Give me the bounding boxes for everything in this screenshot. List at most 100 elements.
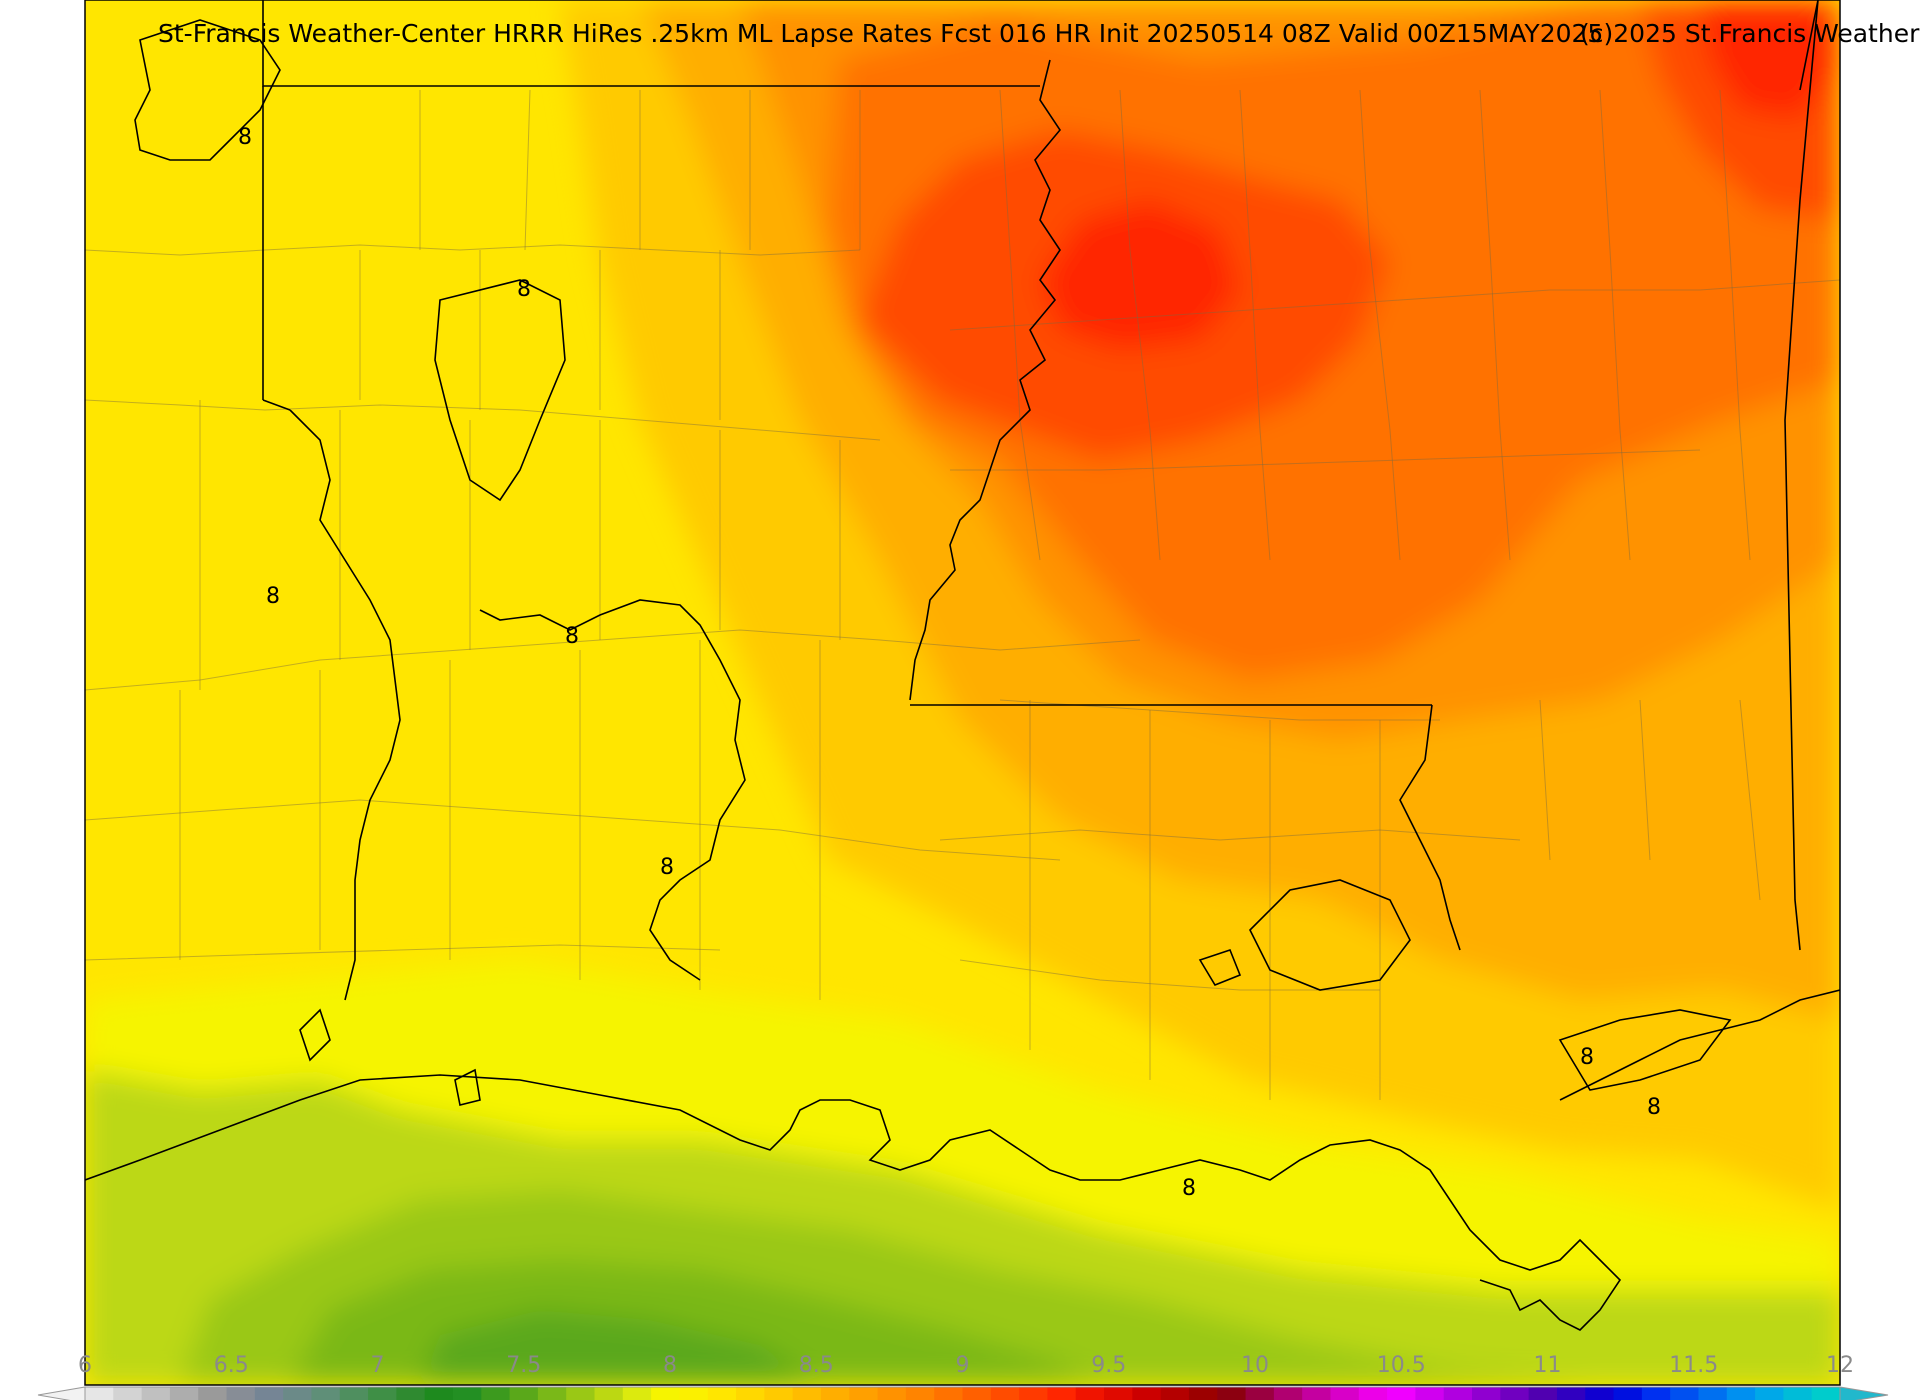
colorbar-swatch — [1670, 1387, 1699, 1400]
contour-label-8: 8 — [1647, 1095, 1661, 1120]
colorbar-swatch — [481, 1387, 511, 1400]
contour-label-8: 8 — [1580, 1045, 1594, 1070]
lapse-rate-field — [85, 0, 1840, 1385]
colorbar-swatch — [594, 1387, 624, 1400]
contour-label-8: 8 — [1182, 1176, 1196, 1201]
colorbar-swatch — [679, 1387, 709, 1400]
colorbar-swatch — [339, 1387, 369, 1400]
colorbar-swatch — [1019, 1387, 1048, 1400]
colorbar-swatch — [934, 1387, 963, 1400]
colorbar-swatch — [1811, 1387, 1841, 1400]
colorbar-swatch — [905, 1387, 935, 1400]
colorbar-swatch — [622, 1387, 652, 1400]
contour-label-8: 8 — [660, 855, 674, 880]
colorbar-swatch — [962, 1387, 992, 1400]
colorbar-tick-label: 7 — [371, 1353, 385, 1378]
contour-label-8: 8 — [238, 125, 252, 150]
colorbar-tick-label: 9 — [956, 1353, 970, 1378]
colorbar-swatch — [1273, 1387, 1303, 1400]
colorbar-swatch — [226, 1387, 256, 1400]
colorbar-swatch — [113, 1387, 143, 1400]
field-band-red-core — [1040, 200, 1240, 350]
colorbar-swatch — [1641, 1387, 1671, 1400]
colorbar-tick-label: 6.5 — [214, 1353, 249, 1378]
colorbar-swatch — [254, 1387, 284, 1400]
colorbar-swatch — [1472, 1387, 1501, 1400]
colorbar-swatch — [1387, 1387, 1416, 1400]
colorbar-tick-label: 12 — [1826, 1353, 1854, 1378]
colorbar-swatch — [198, 1387, 228, 1400]
colorbar-swatch — [396, 1387, 426, 1400]
colorbar-swatch — [1217, 1387, 1247, 1400]
colorbar-tick-label: 11.5 — [1669, 1353, 1718, 1378]
colorbar-swatch — [1075, 1387, 1105, 1400]
colorbar-tick-label: 6 — [78, 1353, 92, 1378]
colorbar-swatch — [1358, 1387, 1388, 1400]
field-band-green-dark — [420, 1310, 820, 1385]
map-title: St-Francis Weather-Center HRRR HiRes .25… — [158, 19, 1603, 48]
colorbar-swatch — [1160, 1387, 1190, 1400]
mobile-bay-coast — [1559, 989, 1840, 1101]
colorbar-swatch — [1443, 1387, 1473, 1400]
colorbar-swatch — [877, 1387, 907, 1400]
colorbar-swatch — [169, 1387, 199, 1400]
state-boundaries — [85, 0, 1840, 1331]
colorbar-swatch — [85, 1387, 114, 1400]
sabine-lake — [299, 1008, 331, 1062]
colorbar-swatch — [1698, 1387, 1728, 1400]
colorbar-swatch — [1556, 1387, 1586, 1400]
colorbar-tick-label: 7.5 — [506, 1353, 541, 1378]
mississippi-river-boundary — [909, 59, 1061, 701]
contour-label-8: 8 — [266, 584, 280, 609]
colorbar-tick-label: 8.5 — [799, 1353, 834, 1378]
toledo-bend — [434, 279, 566, 502]
colorbar-swatch — [1104, 1387, 1133, 1400]
contour-labels: 8 8 8 8 8 8 8 8 — [238, 125, 1661, 1201]
colorbar-tick-label: 10.5 — [1377, 1353, 1426, 1378]
lake-maurepas — [1198, 949, 1242, 986]
colorbar-over-arrow — [1839, 1386, 1889, 1400]
colorbar-swatch — [707, 1387, 737, 1400]
colorbar-swatch — [537, 1387, 567, 1400]
lake-pontchartrain — [1249, 879, 1411, 991]
colorbar-swatch — [1585, 1387, 1615, 1400]
colorbar-swatch — [820, 1387, 850, 1400]
colorbar-tick-label: 11 — [1534, 1353, 1562, 1378]
colorbar-swatch — [509, 1387, 539, 1400]
state-line-ms-al — [1784, 0, 1819, 951]
state-line-al-tn — [1799, 0, 1819, 91]
colorbar-swatch — [1500, 1387, 1530, 1400]
colorbar-swatch — [764, 1387, 794, 1400]
colorbar: 6 6.5 7 7.5 8 8.5 9 9.5 10 10.5 11 11.5 12 — [37, 1353, 1889, 1400]
contour-label-8: 8 — [517, 277, 531, 302]
colorbar-swatch — [1132, 1387, 1162, 1400]
colorbar-swatch — [792, 1387, 822, 1400]
pearl-river-boundary — [1399, 704, 1461, 951]
colorbar-swatch — [651, 1387, 680, 1400]
state-line-ar-la — [262, 399, 291, 411]
field-band-red-core-ne — [1700, 0, 1840, 120]
colorbar-swatch — [424, 1387, 454, 1400]
colorbar-tick-label: 10 — [1241, 1353, 1269, 1378]
colorbar-tick-label: 9.5 — [1091, 1353, 1126, 1378]
colorbar-swatches — [84, 1386, 1841, 1400]
red-river-contour — [479, 599, 746, 981]
colorbar-swatch — [990, 1387, 1020, 1400]
colorbar-swatch — [1415, 1387, 1445, 1400]
colorbar-swatch — [566, 1387, 596, 1400]
oklahoma-lake — [134, 19, 281, 161]
barrier-island — [1558, 1009, 1732, 1091]
colorbar-swatch — [368, 1387, 397, 1400]
map-frame — [84, 0, 1841, 1386]
colorbar-swatch — [1613, 1387, 1643, 1400]
colorbar-swatch — [1726, 1387, 1756, 1400]
colorbar-swatch — [452, 1387, 482, 1400]
colorbar-swatch — [1047, 1387, 1077, 1400]
colorbar-swatch — [1755, 1387, 1784, 1400]
colorbar-swatch — [1302, 1387, 1331, 1400]
calcasieu-lake — [454, 1068, 481, 1106]
colorbar-swatch — [1783, 1387, 1813, 1400]
gulf-coastline — [85, 1074, 1622, 1331]
